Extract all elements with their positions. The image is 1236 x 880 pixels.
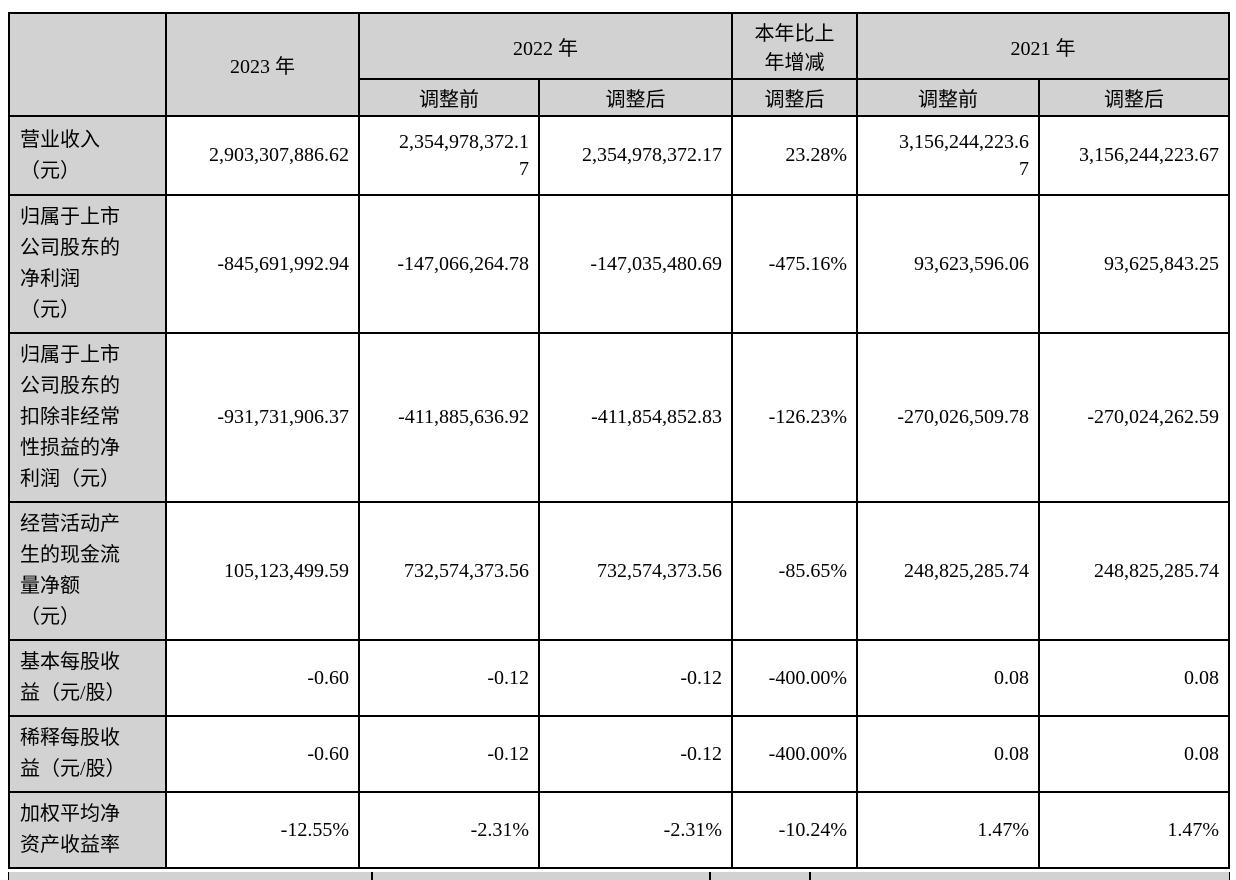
cell-2022-pre: -411,885,636.92 <box>358 332 540 503</box>
cell-2023: -0.60 <box>165 715 360 793</box>
cell-2021-post: 0.08 <box>1038 639 1230 717</box>
corner-cell <box>8 12 167 117</box>
cell-2022-pre: -0.12 <box>358 715 540 793</box>
cell-2023: -12.55% <box>165 791 360 869</box>
cell-2021-pre: 248,825,285.74 <box>856 501 1040 641</box>
cell-change: -400.00% <box>731 715 858 793</box>
row-label: 归属于上市公司股东的扣除非经常性损益的净利润（元） <box>8 332 167 503</box>
cell-2022-pre: 732,574,373.56 <box>358 501 540 641</box>
key-financials-table: 2023 年 2022 年 本年比上年增减 2021 年 调整前 调整后 调整后… <box>8 12 1230 869</box>
next-table-cell <box>9 872 373 880</box>
table-row-revenue: 营业收入（元） 2,903,307,886.62 2,354,978,372.1… <box>8 115 1230 196</box>
cell-2022-post: -2.31% <box>538 791 733 869</box>
cell-2022-post: -147,035,480.69 <box>538 194 733 334</box>
cell-2021-pre: 1.47% <box>856 791 1040 869</box>
row-label: 归属于上市公司股东的净利润（元） <box>8 194 167 334</box>
table-row-basic-eps: 基本每股收益（元/股） -0.60 -0.12 -0.12 -400.00% 0… <box>8 639 1230 717</box>
cell-2021-post: 1.47% <box>1038 791 1230 869</box>
cell-2022-post: 2,354,978,372.17 <box>538 115 733 196</box>
cell-2023: -0.60 <box>165 639 360 717</box>
row-label: 稀释每股收益（元/股） <box>8 715 167 793</box>
col-header-yoy-change: 本年比上年增减 <box>731 12 858 80</box>
subheader-2021-after-adjust: 调整后 <box>1038 78 1230 117</box>
cell-2021-pre: 3,156,244,223.67 <box>856 115 1040 196</box>
cell-2021-post: 3,156,244,223.67 <box>1038 115 1230 196</box>
subheader-change-after-adjust: 调整后 <box>731 78 858 117</box>
wrapped-number: 3,156,244,223.67 <box>899 130 1029 180</box>
col-header-2022: 2022 年 <box>358 12 733 80</box>
cell-change: -126.23% <box>731 332 858 503</box>
cell-2022-post: -0.12 <box>538 715 733 793</box>
row-label: 营业收入（元） <box>8 115 167 196</box>
cell-2021-pre: 0.08 <box>856 715 1040 793</box>
cell-2021-pre: -270,026,509.78 <box>856 332 1040 503</box>
cell-2022-post: -411,854,852.83 <box>538 332 733 503</box>
col-header-2021: 2021 年 <box>856 12 1230 80</box>
cell-2022-pre: -0.12 <box>358 639 540 717</box>
cell-change: -85.65% <box>731 501 858 641</box>
wrapped-number: 2,354,978,372.17 <box>399 130 529 180</box>
table-row-deducted-net-profit: 归属于上市公司股东的扣除非经常性损益的净利润（元） -931,731,906.3… <box>8 332 1230 503</box>
cell-2022-post: 732,574,373.56 <box>538 501 733 641</box>
row-label: 经营活动产生的现金流量净额（元） <box>8 501 167 641</box>
next-table-cell <box>711 872 811 880</box>
col-header-2023: 2023 年 <box>165 12 360 117</box>
cell-2021-post: 93,625,843.25 <box>1038 194 1230 334</box>
cell-2021-pre: 0.08 <box>856 639 1040 717</box>
cell-2021-post: -270,024,262.59 <box>1038 332 1230 503</box>
row-label: 加权平均净资产收益率 <box>8 791 167 869</box>
table-row-weighted-avg-roe: 加权平均净资产收益率 -12.55% -2.31% -2.31% -10.24%… <box>8 791 1230 869</box>
cell-2022-pre: -2.31% <box>358 791 540 869</box>
cell-change: 23.28% <box>731 115 858 196</box>
cell-2022-pre: 2,354,978,372.17 <box>358 115 540 196</box>
table-row-diluted-eps: 稀释每股收益（元/股） -0.60 -0.12 -0.12 -400.00% 0… <box>8 715 1230 793</box>
cell-change: -10.24% <box>731 791 858 869</box>
cell-change: -475.16% <box>731 194 858 334</box>
next-table-cell <box>811 872 1229 880</box>
row-label: 基本每股收益（元/股） <box>8 639 167 717</box>
subheader-2022-after-adjust: 调整后 <box>538 78 733 117</box>
cell-2023: 105,123,499.59 <box>165 501 360 641</box>
cell-2023: -845,691,992.94 <box>165 194 360 334</box>
subheader-2022-before-adjust: 调整前 <box>358 78 540 117</box>
cell-change: -400.00% <box>731 639 858 717</box>
cell-2023: 2,903,307,886.62 <box>165 115 360 196</box>
cell-2021-post: 248,825,285.74 <box>1038 501 1230 641</box>
table-row-net-profit: 归属于上市公司股东的净利润（元） -845,691,992.94 -147,06… <box>8 194 1230 334</box>
subheader-2021-before-adjust: 调整前 <box>856 78 1040 117</box>
next-table-cell <box>373 872 711 880</box>
next-table-top-sliver <box>8 872 1230 880</box>
cell-2022-pre: -147,066,264.78 <box>358 194 540 334</box>
cell-2021-post: 0.08 <box>1038 715 1230 793</box>
cell-2021-pre: 93,623,596.06 <box>856 194 1040 334</box>
cell-2023: -931,731,906.37 <box>165 332 360 503</box>
cell-2022-post: -0.12 <box>538 639 733 717</box>
table-row-operating-cash-flow: 经营活动产生的现金流量净额（元） 105,123,499.59 732,574,… <box>8 501 1230 641</box>
